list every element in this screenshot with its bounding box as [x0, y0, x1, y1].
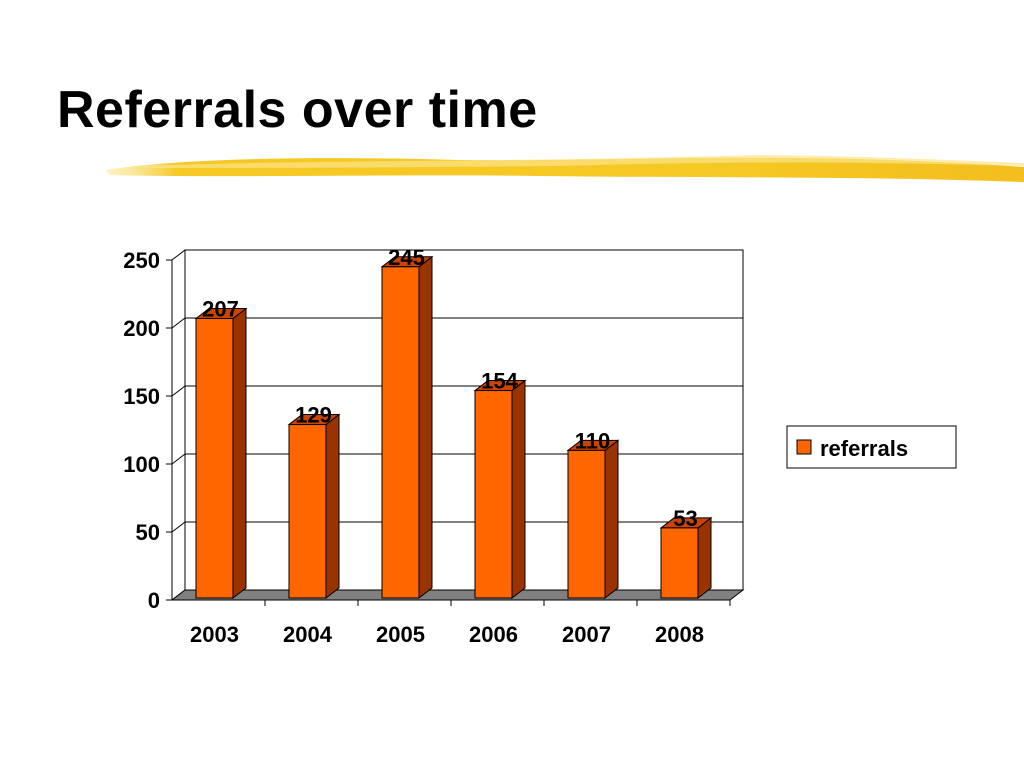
gridline-side — [171, 249, 186, 261]
bar-side-face — [511, 379, 526, 600]
data-label: 129 — [295, 403, 332, 428]
legend-box — [786, 425, 957, 469]
highlight-brush-stroke — [105, 155, 1024, 182]
y-tick-label: 100 — [123, 452, 160, 477]
gridline-side — [171, 385, 186, 397]
chart-floor-plane — [170, 589, 745, 601]
bar-front-face — [567, 449, 606, 599]
x-tick-label: 2007 — [562, 622, 611, 647]
bar-front-face — [195, 317, 234, 599]
y-tick-label: 50 — [136, 520, 160, 545]
bar-side-face — [325, 413, 340, 600]
y-tick-label: 250 — [123, 248, 160, 273]
legend-swatch-referrals — [796, 439, 812, 455]
slide-title: Referrals over time — [57, 81, 538, 139]
chart-legend: referrals — [786, 425, 957, 469]
chart-labels: 0 50 100 150 200 250 207 2003 129 2004 245 2005 154 2… — [123, 245, 704, 647]
data-label: 245 — [388, 245, 425, 270]
chart-floor — [170, 589, 745, 601]
bar-2004 — [287, 413, 341, 600]
bar-front-face — [381, 266, 420, 599]
y-tick-label: 200 — [123, 316, 160, 341]
x-tick-label: 2004 — [283, 622, 333, 647]
gridline-side — [171, 453, 186, 465]
bar-front-face — [474, 390, 513, 599]
y-tick-label: 0 — [148, 588, 160, 613]
bar-side-face — [418, 255, 433, 600]
bar-2005 — [380, 255, 434, 600]
bar-side-face — [697, 516, 712, 600]
bar-side-face — [604, 439, 619, 600]
data-label: 53 — [673, 506, 697, 531]
chart-axes — [166, 250, 731, 606]
data-label: 110 — [575, 428, 611, 453]
chart-back-wall — [184, 249, 744, 591]
bar-2007 — [566, 439, 620, 600]
x-tick-label: 2003 — [190, 622, 239, 647]
gridline-side — [171, 521, 186, 533]
x-tick-label: 2008 — [655, 622, 704, 647]
legend-label-referrals: referrals — [820, 436, 908, 461]
bar-side-face — [232, 307, 247, 600]
data-label: 154 — [481, 369, 518, 394]
bar-front-face — [660, 527, 699, 599]
bar-2008 — [659, 516, 713, 600]
y-tick-label: 150 — [123, 384, 160, 409]
chart-gridlines — [171, 249, 744, 601]
x-tick-label: 2006 — [469, 622, 518, 647]
data-label: 207 — [202, 296, 239, 321]
bar-front-face — [288, 424, 327, 599]
brush-stroke-streak — [140, 155, 1024, 168]
bar-2003 — [194, 307, 248, 600]
gridline-side — [171, 317, 186, 329]
chart-bars — [194, 255, 713, 600]
bar-2006 — [473, 379, 527, 600]
x-tick-label: 2005 — [376, 622, 425, 647]
